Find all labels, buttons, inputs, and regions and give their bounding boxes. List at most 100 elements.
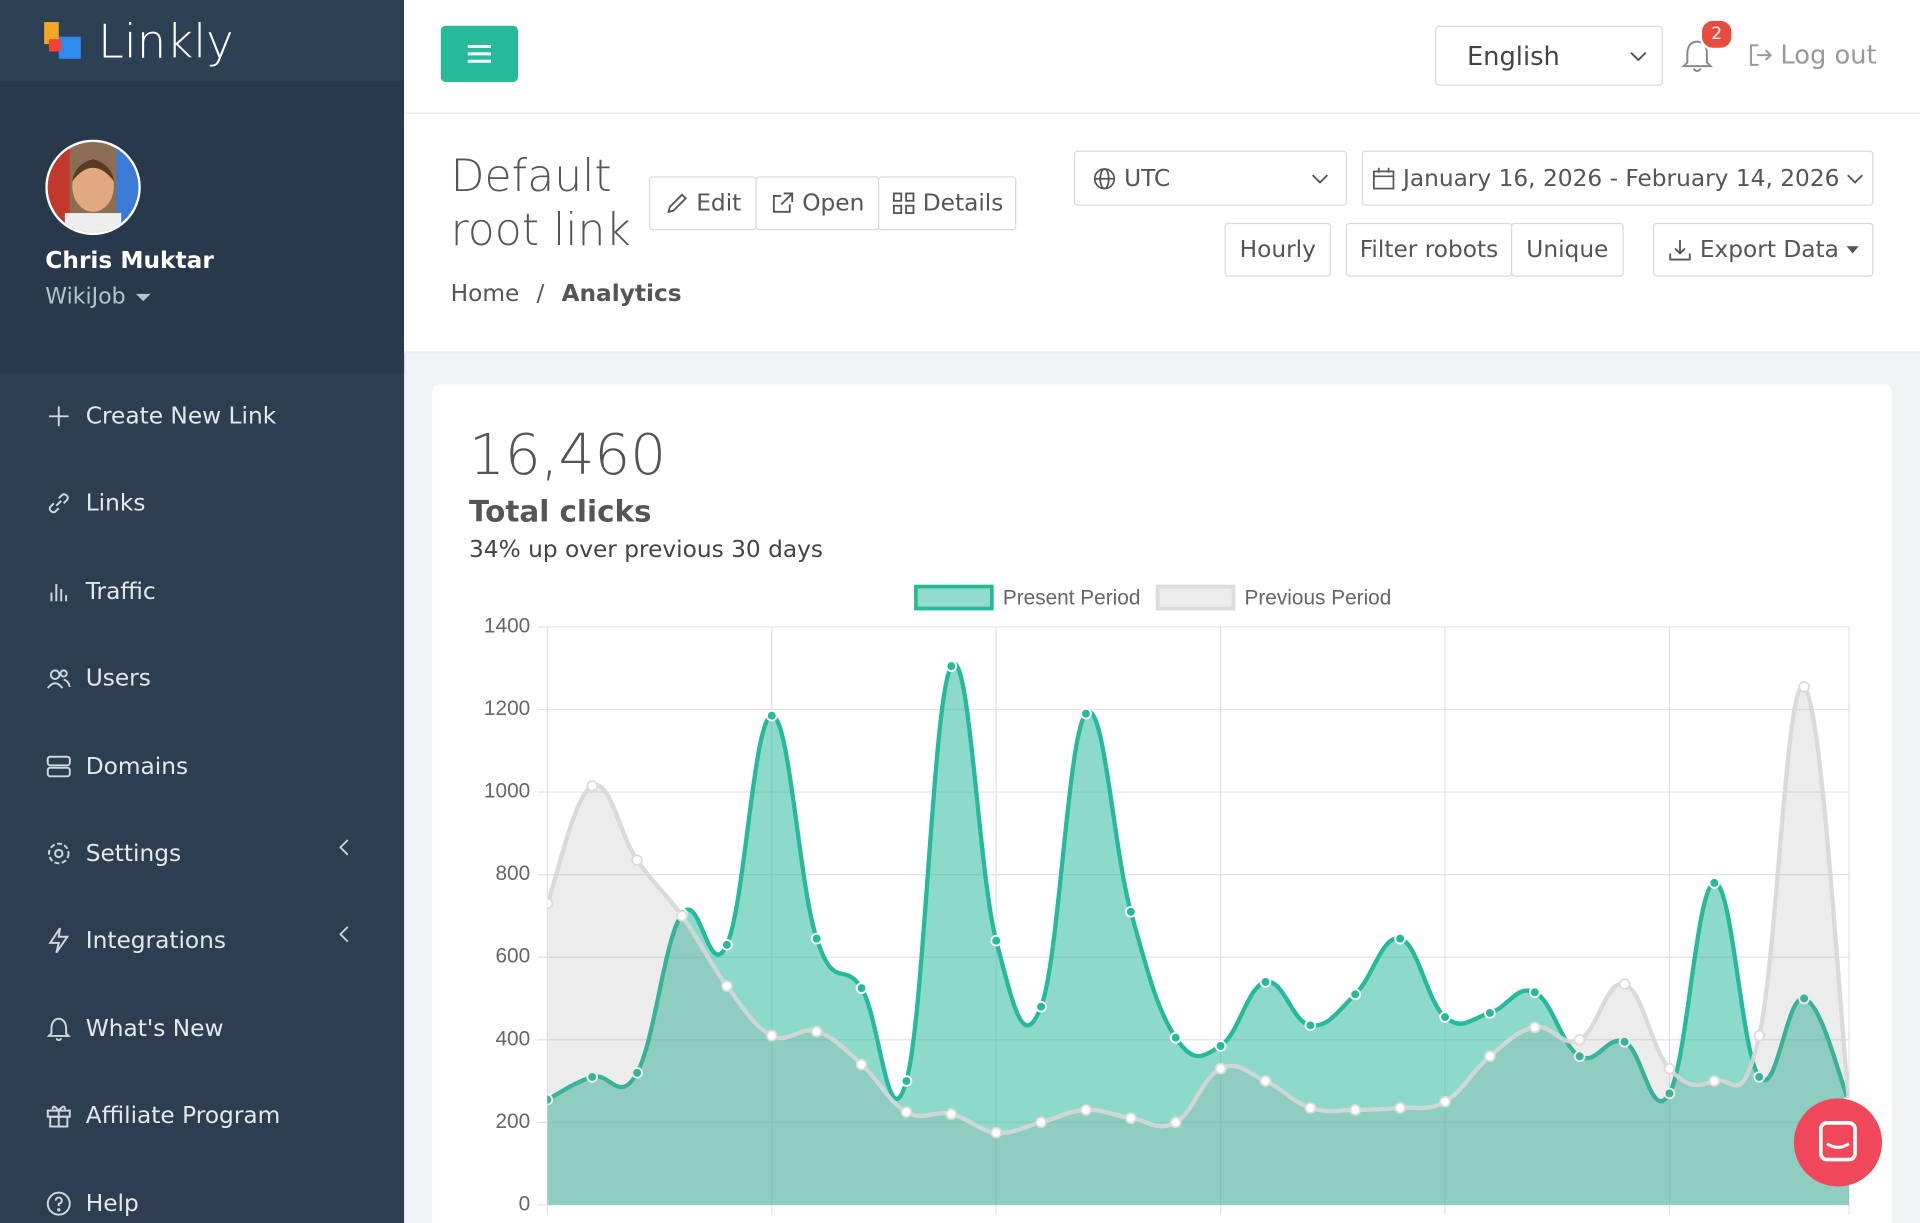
page-title: Default root link [450,151,631,256]
nav-label: Affiliate Program [85,1102,281,1130]
details-icon [892,192,914,214]
data-point [631,1066,643,1079]
nav-item[interactable]: What's New [44,1014,224,1043]
data-point [1618,1036,1631,1048]
date-range-picker[interactable]: January 16, 2026 - February 14, 2026 [1361,150,1874,206]
nav-item[interactable]: Help [44,1188,139,1217]
y-tick-label: 400 [496,1027,531,1050]
data-point [765,1029,778,1042]
nav-icon [46,1105,71,1128]
nav-item[interactable]: Links [44,489,145,518]
data-point [1259,1075,1272,1087]
hamburger-icon [467,45,492,63]
data-point [1214,1040,1227,1052]
hourly-button[interactable]: Hourly [1224,222,1332,277]
data-point [547,897,554,910]
nav-label: What's New [85,1014,224,1042]
avatar[interactable] [45,139,141,236]
data-point [1349,1104,1362,1116]
data-point [1439,1011,1451,1023]
notification-badge: 2 [1699,18,1734,51]
user-name: Chris Muktar [45,247,214,275]
caret [135,293,151,301]
y-tick-label: 200 [496,1110,531,1133]
filter-robots-button[interactable]: Filter robots [1345,222,1513,277]
nav-label: Links [85,490,146,518]
details-label: Details [922,189,1004,217]
calendar-icon [1372,167,1395,189]
data-point [810,932,823,945]
data-point [1214,1062,1227,1075]
legend-label: Present Period [1003,586,1141,609]
nav-item[interactable]: Users [44,664,151,693]
y-tick-label: 600 [496,945,531,968]
language-value: English [1466,41,1560,71]
brand-name[interactable]: Linkly [97,14,234,69]
timezone-value: UTC [1124,164,1171,192]
edit-button[interactable]: Edit [648,176,757,231]
chart: 0 200 400 600 800 1000 1200 1400 Present Period P… [484,584,1850,1215]
data-point [1394,932,1406,945]
data-point [1394,1102,1406,1114]
nav-item[interactable]: Integrations [44,926,349,955]
data-point [1125,1112,1137,1125]
legend-swatch [1155,584,1236,611]
workspace-name: WikiJob [45,284,126,310]
data-point [1080,707,1092,720]
unique-button[interactable]: Unique [1511,222,1624,277]
menu-toggle[interactable] [440,25,518,83]
nav-icon [50,583,68,601]
data-point [1484,1050,1496,1063]
breadcrumb: Home / Analytics [451,280,682,307]
open-label: Open [802,189,865,217]
data-point [900,1075,913,1087]
page-header: Default root link Edit Open Details UTC … [404,113,1920,353]
workspace-switch[interactable]: WikiJob [45,284,151,310]
chevron [1312,173,1328,184]
timezone: UTC [1092,165,1170,192]
breadcrumb-current: Analytics [561,280,682,308]
nav-icon [46,755,71,777]
breadcrumb-home[interactable]: Home [450,280,520,308]
data-point [810,1025,823,1038]
data-point [765,709,778,722]
data-point [1528,986,1541,999]
globe-icon [1093,167,1116,189]
data-point [1618,978,1631,990]
open-icon [773,192,794,213]
nav-icon [46,1191,71,1216]
data-point [1753,1071,1766,1083]
data-point [721,939,733,951]
timezone-select[interactable]: UTC [1073,150,1347,206]
chat-launcher[interactable] [1793,1098,1883,1187]
data-point [945,1108,958,1120]
data-point [1349,988,1362,1001]
nav-item[interactable]: Create New Link [44,402,276,431]
analytics-card: 16,460 Total clicks 34% up over previous… [432,384,1892,1223]
open-button[interactable]: Open [755,176,880,231]
nav-icon [48,493,69,514]
nav-label: Traffic [85,577,156,605]
data-point [1798,680,1810,693]
data-point [1663,1087,1676,1100]
data-point [1798,992,1810,1005]
legend-swatch [914,584,994,611]
data-point [631,854,643,867]
logo [44,22,81,59]
data-point [990,934,1003,947]
logout-link[interactable]: Log out [1749,40,1877,70]
data-point [1708,877,1721,889]
language-select[interactable]: English [1435,25,1663,86]
nav-item[interactable]: Settings [44,839,349,868]
export-button[interactable]: Export Data [1653,222,1874,277]
chevron [1630,51,1647,61]
data-point [855,982,868,994]
data-point [1125,905,1137,918]
data-point [1259,976,1272,988]
submenu-indicator [338,926,367,962]
nav-item[interactable]: Traffic [44,576,156,605]
nav-icon [46,1017,71,1041]
details-button[interactable]: Details [877,176,1017,231]
nav-item[interactable]: Domains [44,751,188,780]
nav-item[interactable]: Affiliate Program [44,1101,280,1130]
